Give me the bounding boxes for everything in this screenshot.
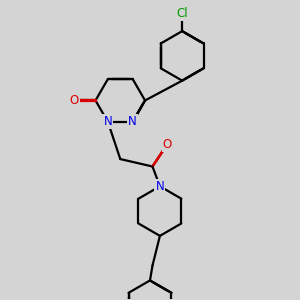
Text: N: N	[128, 116, 137, 128]
Text: N: N	[103, 116, 112, 128]
Text: Cl: Cl	[176, 7, 188, 20]
Text: O: O	[70, 94, 79, 107]
Text: N: N	[155, 180, 164, 193]
Text: O: O	[163, 138, 172, 151]
